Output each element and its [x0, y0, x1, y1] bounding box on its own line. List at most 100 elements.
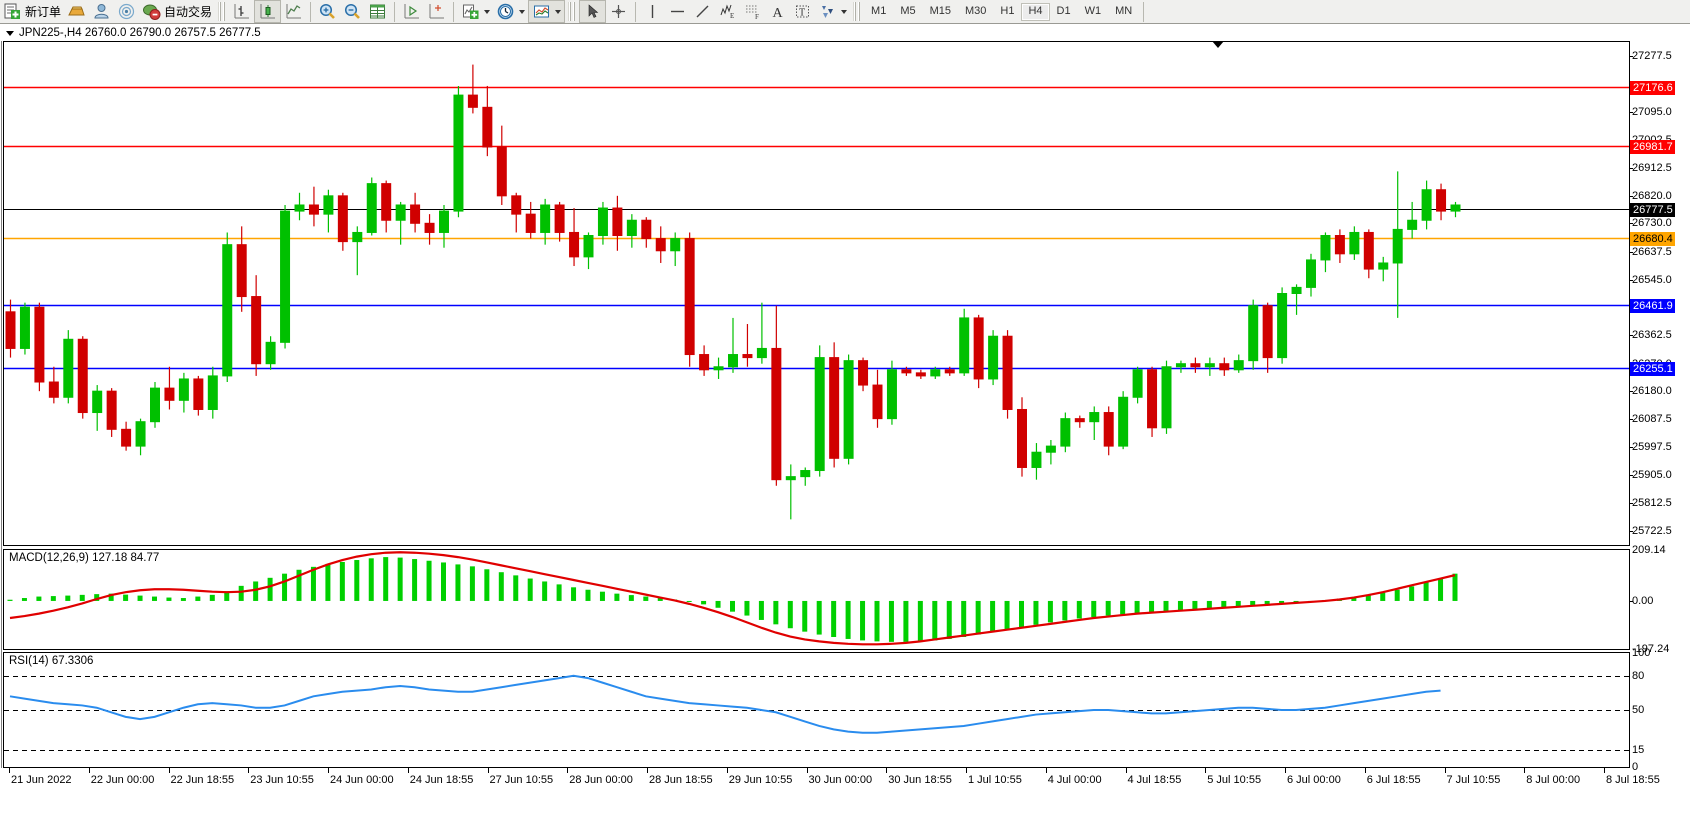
- price-tick-mark: [1629, 223, 1633, 225]
- toolbar-separator-3: [853, 2, 862, 21]
- time-tick-mark: [248, 768, 250, 773]
- timeframe-w1-button[interactable]: W1: [1084, 4, 1102, 17]
- vertical-line-icon: [643, 2, 662, 21]
- timeframe-m30-button[interactable]: M30: [965, 4, 987, 17]
- chart-shift-button[interactable]: [399, 1, 424, 22]
- chart-area[interactable]: JPN225-,H4 26760.0 26790.0 26757.5 26777…: [0, 24, 1690, 828]
- zoom-in-icon: [318, 2, 337, 21]
- elliott-wave-button[interactable]: E: [715, 1, 740, 22]
- period-button[interactable]: [493, 1, 528, 22]
- price-tick-mark: [1629, 195, 1633, 197]
- time-tick-label: 22 Jun 18:55: [170, 774, 235, 786]
- main-toolbar: 新订单: [0, 0, 1690, 24]
- indicators-chevron-down-icon[interactable]: [484, 9, 491, 14]
- time-tick-mark: [567, 768, 569, 773]
- auto-scroll-button[interactable]: [424, 1, 449, 22]
- new-order-icon: [3, 2, 22, 21]
- time-tick-label: 29 Jun 10:55: [728, 774, 793, 786]
- price-line-label-support[interactable]: 26461.9: [1630, 299, 1675, 314]
- symbol-caret-icon[interactable]: [6, 30, 14, 36]
- macd-signal-line: [9, 551, 1456, 646]
- time-tick-label: 21 Jun 2022: [11, 774, 72, 786]
- time-tick-mark: [407, 768, 409, 773]
- indicators-button[interactable]: [458, 1, 493, 22]
- zoom-out-button[interactable]: [340, 1, 365, 22]
- vertical-line-button[interactable]: [640, 1, 665, 22]
- time-tick-mark: [1604, 768, 1605, 773]
- zoom-out-icon: [343, 2, 362, 21]
- price-line-label-support[interactable]: 26255.1: [1630, 362, 1675, 377]
- time-tick-mark: [806, 768, 808, 773]
- cursor-icon: [583, 2, 602, 21]
- timeframe-bar: M1 M5 M15 M30 H1 H4 D1 W1 MN: [864, 2, 1139, 21]
- objects-button[interactable]: [815, 1, 850, 22]
- chart-left-grip[interactable]: [0, 41, 3, 768]
- horizontal-line-button[interactable]: [665, 1, 690, 22]
- time-tick-mark: [168, 768, 170, 773]
- line-chart-icon: [284, 2, 303, 21]
- price-tick-mark: [1629, 475, 1633, 477]
- text-button[interactable]: A: [765, 1, 790, 22]
- time-tick-mark: [647, 768, 648, 773]
- templates-chevron-down-icon[interactable]: [555, 9, 562, 14]
- price-line-label-resistance[interactable]: 26981.7: [1630, 140, 1675, 155]
- toolbar-divider: [310, 1, 312, 22]
- signal-button[interactable]: [114, 1, 139, 22]
- timeframe-h1-button[interactable]: H1: [1000, 4, 1015, 17]
- toolbar-divider-3: [453, 1, 455, 22]
- price-line-label-pivot[interactable]: 26680.4: [1630, 232, 1675, 247]
- price-y-axis[interactable]: 27277.527095.027002.526912.526820.026730…: [1629, 41, 1690, 546]
- toolbar-divider-4: [635, 1, 637, 22]
- profile-button[interactable]: [89, 1, 114, 22]
- time-tick-label: 30 Jun 18:55: [888, 774, 952, 786]
- horizontal-line-icon: [668, 2, 687, 21]
- trendline-button[interactable]: [690, 1, 715, 22]
- time-tick-label: 24 Jun 18:55: [409, 774, 474, 786]
- price-tick-mark: [1629, 279, 1633, 281]
- macd-series: [7, 551, 1458, 646]
- timeframe-d1-button[interactable]: D1: [1056, 4, 1071, 17]
- price-pane[interactable]: [3, 41, 1630, 546]
- gold-bar-button[interactable]: [64, 1, 89, 22]
- bar-chart-button[interactable]: [229, 1, 254, 22]
- time-axis[interactable]: 21 Jun 2022 22 Jun 00:00 22 Jun 18:55 23 Ju…: [3, 768, 1660, 828]
- rsi-tick-label: 100: [1632, 647, 1651, 659]
- autotrading-label: 自动交易: [164, 5, 213, 19]
- time-tick-mark: [966, 768, 967, 773]
- timeframe-m15-button[interactable]: M15: [929, 4, 951, 17]
- crosshair-button[interactable]: [606, 1, 631, 22]
- autotrading-icon: [142, 2, 161, 21]
- data-window-button[interactable]: [365, 1, 390, 22]
- candlestick-series: [4, 64, 1629, 520]
- text-label-icon: T: [793, 2, 812, 21]
- objects-chevron-down-icon[interactable]: [841, 9, 848, 14]
- time-tick-label: 8 Jul 00:00: [1526, 774, 1581, 786]
- price-tick-mark: [1629, 503, 1633, 505]
- time-tick-label: 24 Jun 00:00: [330, 774, 394, 786]
- text-icon: A: [768, 2, 787, 21]
- text-label-button[interactable]: T: [790, 1, 815, 22]
- new-order-button[interactable]: 新订单: [0, 1, 64, 22]
- zoom-in-button[interactable]: [315, 1, 340, 22]
- candlestick-chart-button[interactable]: [254, 0, 282, 23]
- time-tick-mark: [1285, 768, 1286, 773]
- price-line-label-bid[interactable]: 26777.5: [1630, 202, 1675, 217]
- fibonacci-button[interactable]: F: [740, 1, 765, 22]
- templates-button[interactable]: [528, 0, 566, 23]
- rsi-pane[interactable]: RSI(14) 67.3306: [3, 652, 1630, 768]
- price-line-label-resistance[interactable]: 27176.6: [1630, 80, 1675, 95]
- price-tick-label: 26730.0: [1629, 218, 1672, 229]
- macd-pane[interactable]: MACD(12,26,9) 127.18 84.77: [3, 549, 1630, 650]
- time-tick-mark: [1444, 768, 1446, 773]
- line-chart-button[interactable]: [281, 1, 306, 22]
- elliott-wave-icon: E: [718, 2, 737, 21]
- period-chevron-down-icon[interactable]: [519, 9, 526, 14]
- symbol-header-text: JPN225-,H4 26760.0 26790.0 26757.5 26777…: [19, 27, 261, 39]
- timeframe-m5-button[interactable]: M5: [900, 4, 916, 17]
- cursor-button[interactable]: [579, 0, 607, 23]
- autotrading-button[interactable]: 自动交易: [139, 1, 215, 22]
- time-tick-label: 28 Jun 00:00: [569, 774, 633, 786]
- timeframe-m1-button[interactable]: M1: [871, 4, 887, 17]
- timeframe-mn-button[interactable]: MN: [1115, 4, 1133, 17]
- timeframe-h4-button[interactable]: H4: [1021, 2, 1050, 21]
